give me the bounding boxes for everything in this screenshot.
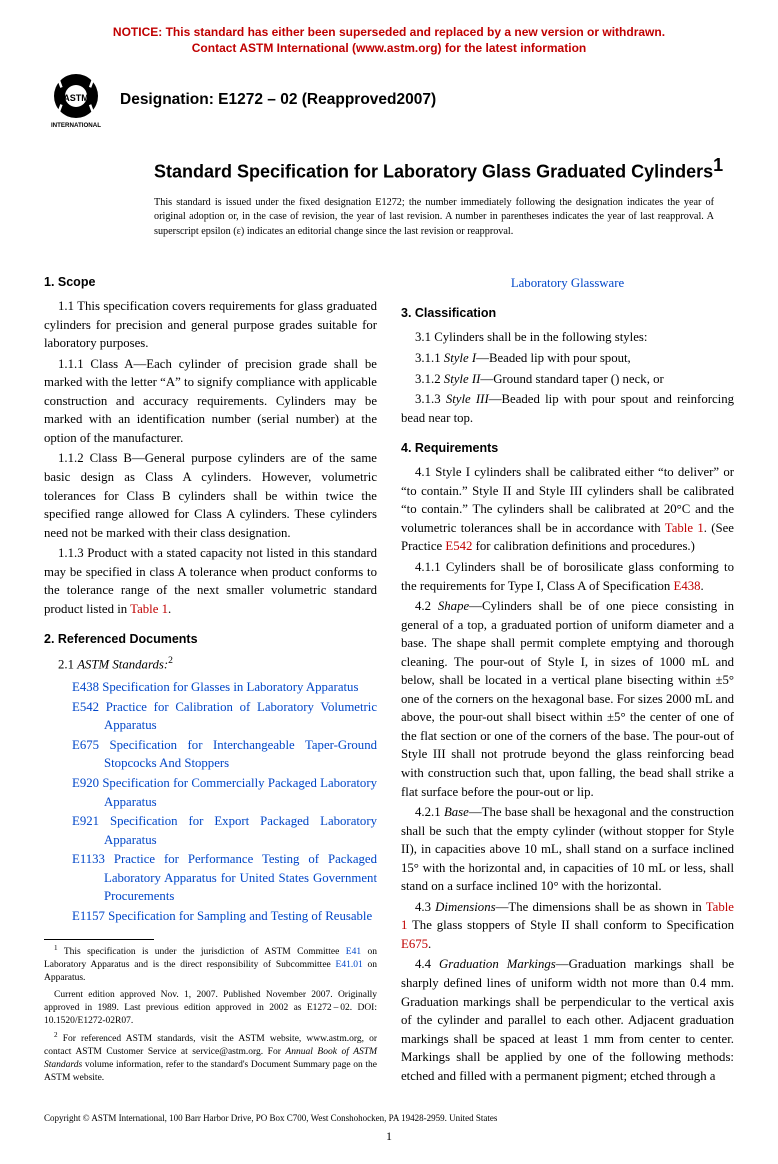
- designation: Designation: E1272 – 02 (Reapproved2007): [120, 91, 436, 109]
- section-2-head: 2. Referenced Documents: [44, 630, 377, 648]
- left-column: 1. Scope 1.1 This specification covers r…: [44, 261, 377, 1089]
- para-3-1: 3.1 Cylinders shall be in the following …: [401, 328, 734, 347]
- table1-link[interactable]: Table 1: [130, 602, 168, 616]
- title-block: Standard Specification for Laboratory Gl…: [154, 154, 734, 184]
- reference-list: E438 Specification for Glasses in Labora…: [44, 678, 377, 925]
- ref-item[interactable]: E438 Specification for Glasses in Labora…: [58, 678, 377, 697]
- para-1-1-2: 1.1.2 Class B—General purpose cylinders …: [44, 449, 377, 542]
- para-4-2: 4.2 Shape—Cylinders shall be of one piec…: [401, 597, 734, 801]
- notice-line2: Contact ASTM International (www.astm.org…: [192, 41, 586, 55]
- table1-link[interactable]: Table 1: [665, 521, 704, 535]
- para-3-1-3: 3.1.3 Style III—Beaded lip with pour spo…: [401, 390, 734, 427]
- e438-link[interactable]: E438: [674, 579, 701, 593]
- ref-item[interactable]: E542 Practice for Calibration of Laborat…: [58, 698, 377, 735]
- footnotes: 1 This specification is under the jurisd…: [44, 944, 377, 1084]
- continued-ref-title[interactable]: Laboratory Glassware: [401, 274, 734, 293]
- para-4-3: 4.3 Dimensions—The dimensions shall be a…: [401, 898, 734, 954]
- ref-item[interactable]: E1133 Practice for Performance Testing o…: [58, 850, 377, 906]
- copyright-line: Copyright © ASTM International, 100 Barr…: [44, 1113, 734, 1123]
- document-title: Standard Specification for Laboratory Gl…: [154, 162, 713, 182]
- ref-item[interactable]: E675 Specification for Interchangeable T…: [58, 736, 377, 773]
- para-4-1-1: 4.1.1 Cylinders shall be of borosilicate…: [401, 558, 734, 595]
- para-1-1: 1.1 This specification covers requiremen…: [44, 297, 377, 353]
- title-superscript: 1: [713, 155, 723, 175]
- ref-item[interactable]: E921 Specification for Export Packaged L…: [58, 812, 377, 849]
- header-row: ASTM INTERNATIONAL Designation: E1272 – …: [44, 70, 734, 130]
- footnote-1: 1 This specification is under the jurisd…: [44, 944, 377, 985]
- footnote-rule: [44, 939, 154, 940]
- svg-text:INTERNATIONAL: INTERNATIONAL: [51, 122, 101, 129]
- para-4-1: 4.1 Style I cylinders shall be calibrate…: [401, 463, 734, 556]
- para-3-1-2: 3.1.2 Style II—Ground standard taper () …: [401, 370, 734, 389]
- para-4-4: 4.4 Graduation Markings—Graduation marki…: [401, 955, 734, 1085]
- preamble: This standard is issued under the fixed …: [154, 196, 734, 239]
- para-1-1-1: 1.1.1 Class A—Each cylinder of precision…: [44, 355, 377, 448]
- page-number: 1: [44, 1129, 734, 1144]
- ref-item[interactable]: E1157 Specification for Sampling and Tes…: [58, 907, 377, 926]
- committee-link[interactable]: E41: [346, 948, 361, 958]
- section-4-head: 4. Requirements: [401, 439, 734, 457]
- para-4-2-1: 4.2.1 Base—The base shall be hexagonal a…: [401, 803, 734, 896]
- two-column-body: 1. Scope 1.1 This specification covers r…: [44, 261, 734, 1089]
- footnote-2: 2 For referenced ASTM standards, visit t…: [44, 1031, 377, 1084]
- e675-link[interactable]: E675: [401, 937, 428, 951]
- ref-item[interactable]: E920 Specification for Commercially Pack…: [58, 774, 377, 811]
- para-2-1: 2.1 ASTM Standards:2: [44, 654, 377, 674]
- page: NOTICE: This standard has either been su…: [0, 0, 778, 1164]
- notice-line1: NOTICE: This standard has either been su…: [113, 25, 665, 39]
- para-1-1-3: 1.1.3 Product with a stated capacity not…: [44, 544, 377, 618]
- right-column: Laboratory Glassware 3. Classification 3…: [401, 261, 734, 1089]
- footnote-1-para2: Current edition approved Nov. 1, 2007. P…: [44, 989, 377, 1027]
- e542-link[interactable]: E542: [445, 539, 472, 553]
- notice-banner: NOTICE: This standard has either been su…: [44, 24, 734, 56]
- para-3-1-1: 3.1.1 Style I—Beaded lip with pour spout…: [401, 349, 734, 368]
- subcommittee-link[interactable]: E41.01: [336, 960, 363, 970]
- section-3-head: 3. Classification: [401, 304, 734, 322]
- section-1-head: 1. Scope: [44, 273, 377, 291]
- astm-logo-icon: ASTM INTERNATIONAL: [44, 70, 108, 130]
- svg-text:ASTM: ASTM: [63, 93, 89, 103]
